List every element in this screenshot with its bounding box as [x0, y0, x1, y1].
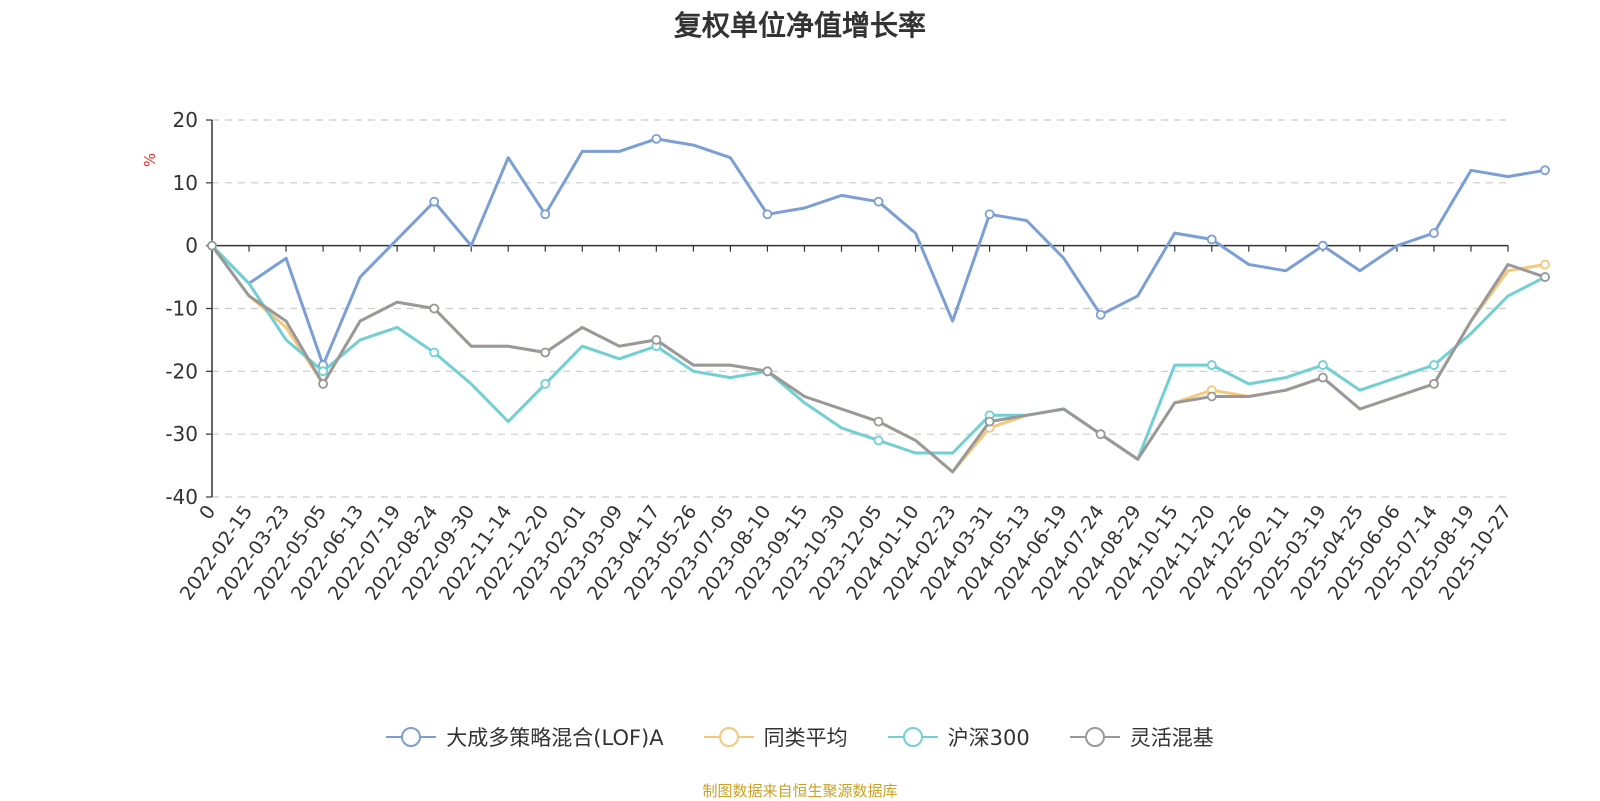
series-point [1429, 378, 1439, 389]
series-point [207, 240, 217, 251]
series-point [1317, 360, 1328, 370]
series-point [1540, 272, 1550, 282]
legend-marker-icon [1069, 727, 1120, 747]
series-point [318, 378, 328, 389]
footer-source: 制图数据来自恒生聚源数据库 [702, 782, 898, 800]
x-tick-label: 0 [195, 501, 220, 524]
series-point [1206, 234, 1217, 245]
y-tick-label: -20 [165, 359, 198, 383]
series-point [540, 347, 551, 358]
legend-item[interactable]: 大成多策略混合(LOF)A [386, 722, 664, 752]
series-point [651, 133, 662, 144]
series-point [429, 347, 440, 358]
series-point [1206, 360, 1217, 370]
series-point [1317, 240, 1328, 251]
series-point [1317, 372, 1328, 383]
series-point [318, 366, 328, 377]
legend-label: 同类平均 [763, 726, 848, 750]
series-point [873, 196, 884, 207]
legend-label: 灵活混基 [1129, 726, 1214, 750]
series-point [873, 416, 884, 427]
y-tick-label: -40 [165, 485, 198, 509]
y-tick-label: -30 [165, 422, 198, 446]
series-point [1095, 309, 1106, 320]
legend-item[interactable]: 同类平均 [703, 722, 848, 752]
series-point [651, 335, 662, 345]
legend-marker-icon [386, 727, 437, 747]
y-tick-label: 10 [173, 171, 198, 195]
y-tick-label: 0 [185, 234, 198, 258]
series-point [540, 209, 551, 220]
legend-item[interactable]: 灵活混基 [1069, 722, 1214, 752]
series-point [1540, 165, 1550, 176]
series-point [762, 366, 773, 377]
series-point [429, 196, 440, 207]
y-tick-label: -10 [165, 297, 198, 321]
legend-marker-icon [703, 727, 754, 747]
y-tick-label: 20 [173, 108, 198, 132]
series-point [1429, 360, 1439, 370]
series-line [210, 244, 1546, 461]
series-point [1540, 259, 1550, 270]
legend: 大成多策略混合(LOF)A 同类平均 沪深300 灵活混基 [0, 722, 1600, 752]
series-line [210, 137, 1546, 367]
series-point [1206, 391, 1217, 402]
series-point [984, 416, 995, 427]
series-point [1095, 429, 1106, 440]
legend-marker-icon [887, 727, 938, 747]
series-point [1429, 228, 1439, 239]
chart-title: 复权单位净值增长率 [673, 9, 926, 42]
series-point [984, 209, 995, 220]
series-point [429, 303, 440, 314]
y-axis-unit: % [141, 153, 159, 167]
legend-label: 大成多策略混合(LOF)A [446, 726, 664, 750]
legend-item[interactable]: 沪深300 [887, 722, 1030, 752]
series-point [873, 435, 884, 446]
legend-label: 沪深300 [947, 726, 1030, 750]
series-point [762, 209, 773, 220]
series-point [540, 378, 551, 389]
